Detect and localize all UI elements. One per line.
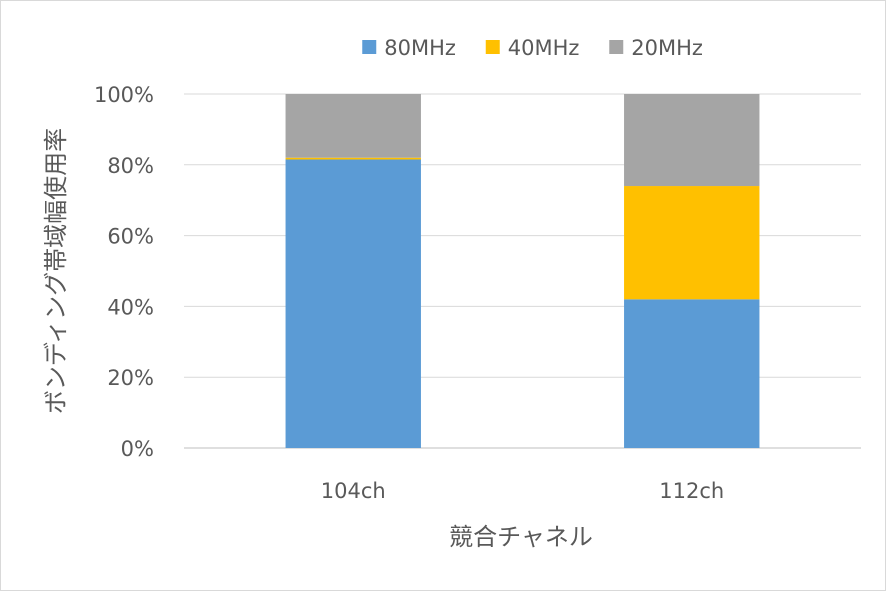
bar-segment <box>624 94 760 187</box>
bar-segment <box>624 299 760 448</box>
y-tick-label: 0% <box>121 437 154 461</box>
legend-swatch <box>362 40 377 54</box>
x-tick-label: 112ch <box>659 479 724 503</box>
legend-label: 80MHz <box>384 36 456 60</box>
y-axis-ticks: 0% 20% 40% 60% 80% 100% <box>94 83 154 461</box>
legend-label: 20MHz <box>631 36 703 60</box>
bar-segment <box>624 186 760 300</box>
y-axis-title: ボンディング帯域幅使用率 <box>42 128 70 414</box>
bar-segment <box>285 159 421 449</box>
y-tick-label: 60% <box>107 225 154 249</box>
bar-segment <box>285 94 421 158</box>
bar-segment <box>285 157 421 160</box>
bars <box>285 94 760 449</box>
y-tick-label: 20% <box>107 366 154 390</box>
x-tick-label: 104ch <box>321 479 386 503</box>
y-tick-label: 100% <box>94 83 154 107</box>
x-axis-title: 競合チャネル <box>449 523 593 551</box>
legend-label: 40MHz <box>508 36 580 60</box>
y-tick-label: 40% <box>107 295 154 319</box>
y-tick-label: 80% <box>107 154 154 178</box>
legend-swatch <box>485 40 500 54</box>
x-axis-categories: 104ch 112ch <box>321 479 724 503</box>
legend-swatch <box>609 40 624 54</box>
legend: 80MHz 40MHz 20MHz <box>362 36 703 60</box>
